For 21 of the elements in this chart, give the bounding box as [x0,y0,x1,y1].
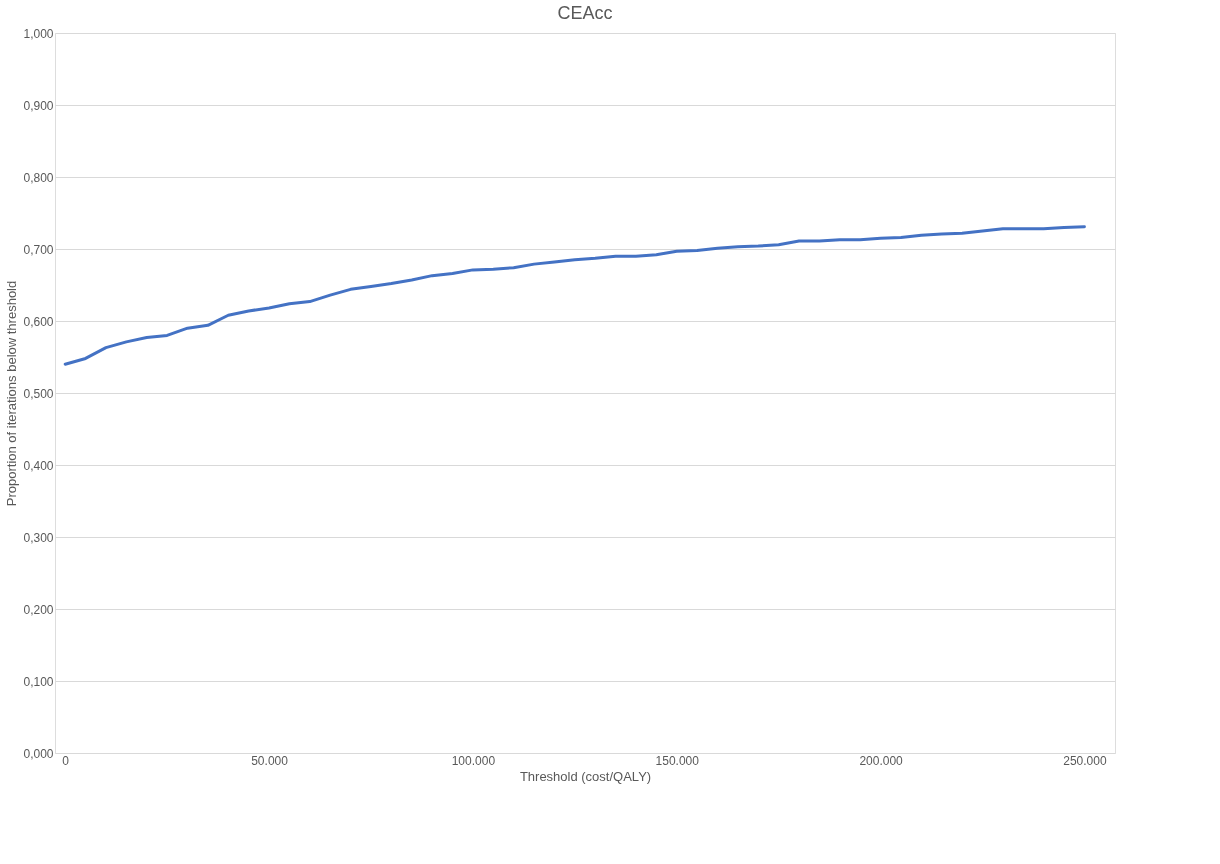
x-tick-label: 250.000 [1063,753,1107,768]
y-tick-label: 0,200 [23,602,54,617]
x-tick-label: 150.000 [655,753,700,768]
y-tick-label: 0,900 [23,98,54,113]
y-tick-label: 0,600 [23,314,54,329]
chart-title: CEAcc [557,3,613,23]
x-tick-label: 50.000 [251,753,289,768]
y-tick-label: 1,000 [23,26,54,41]
x-tick-label: 0 [62,753,70,768]
x-axis-title: Threshold (cost/QALY) [519,768,652,784]
y-tick-label: 0,000 [23,746,54,761]
line-series [63,225,1086,366]
y-tick-label: 0,400 [23,458,54,473]
x-tick-label: 100.000 [451,753,496,768]
y-tick-label: 0,500 [23,386,54,401]
y-tick-label: 0,300 [23,530,54,545]
y-tick-label: 0,800 [23,170,54,185]
y-axis-title: Proportion of iterations below threshold [4,280,20,507]
x-tick-label: 200.000 [859,753,904,768]
y-tick-label: 0,700 [23,242,54,257]
y-tick-label: 0,100 [23,674,54,689]
